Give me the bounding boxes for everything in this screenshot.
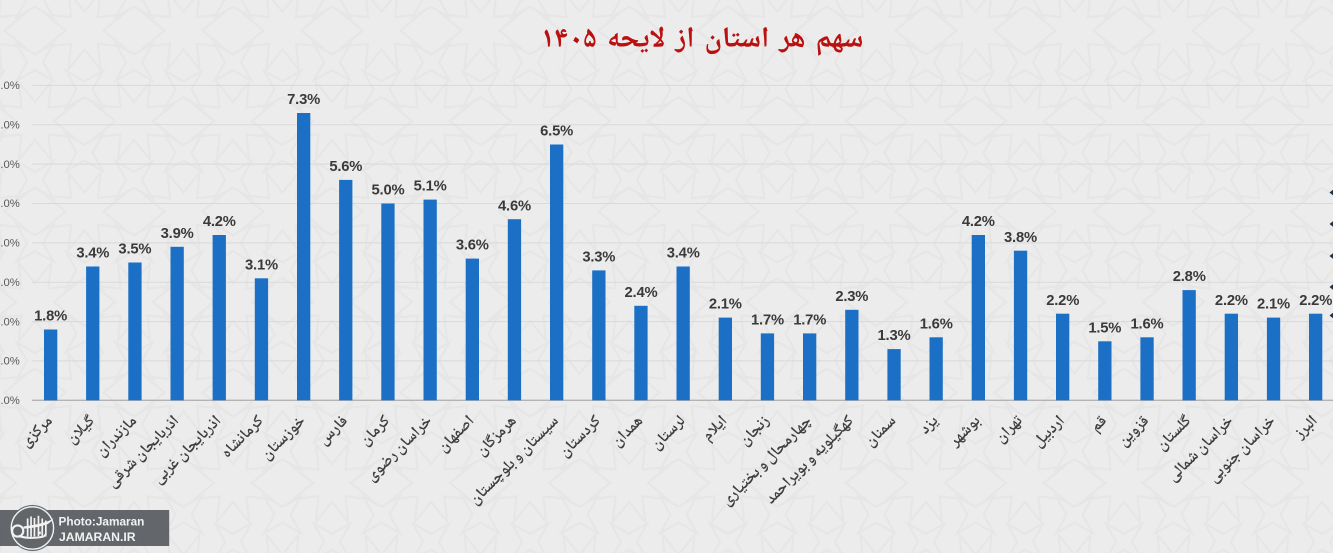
svg-text:2.8%: 2.8% (1173, 269, 1206, 285)
svg-text:1.6%: 1.6% (1131, 316, 1164, 332)
svg-text:0.0%: 0.0% (0, 395, 20, 407)
svg-text:3.6%: 3.6% (456, 238, 489, 254)
svg-text:3.8%: 3.8% (1004, 230, 1037, 246)
svg-text:1.6%: 1.6% (920, 316, 953, 332)
svg-text:3.1%: 3.1% (245, 257, 278, 273)
svg-text:4.2%: 4.2% (962, 214, 995, 230)
svg-text:1.7%: 1.7% (751, 313, 784, 329)
svg-text:4.6%: 4.6% (498, 198, 531, 214)
svg-text:2.2%: 2.2% (1299, 293, 1332, 309)
svg-text:1.7%: 1.7% (793, 313, 826, 329)
svg-text:7.0%: 7.0% (0, 120, 20, 132)
svg-text:6.0%: 6.0% (0, 159, 20, 171)
svg-text:1.0%: 1.0% (0, 356, 20, 368)
svg-text:3.3%: 3.3% (582, 250, 615, 266)
svg-text:2.4%: 2.4% (625, 285, 658, 301)
svg-text:3.4%: 3.4% (76, 246, 109, 262)
svg-text:2.3%: 2.3% (835, 289, 868, 305)
svg-text:2.2%: 2.2% (1046, 293, 1079, 309)
svg-text:3.9%: 3.9% (161, 226, 194, 242)
svg-text:5.1%: 5.1% (414, 179, 447, 195)
svg-text:2.0%: 2.0% (0, 316, 20, 328)
svg-text:Photo:Jamaran: Photo:Jamaran (59, 515, 145, 529)
svg-text:2.1%: 2.1% (1257, 297, 1290, 313)
svg-text:3.4%: 3.4% (667, 246, 700, 262)
svg-text:5.6%: 5.6% (329, 159, 362, 175)
svg-text:2.2%: 2.2% (1215, 293, 1248, 309)
svg-text:2.1%: 2.1% (709, 297, 742, 313)
svg-text:8.0%: 8.0% (0, 80, 20, 92)
svg-text:4.0%: 4.0% (0, 238, 20, 250)
svg-text:1.8%: 1.8% (34, 309, 67, 325)
svg-text:1.3%: 1.3% (878, 328, 911, 344)
svg-text:4.2%: 4.2% (203, 214, 236, 230)
svg-text:5.0%: 5.0% (0, 198, 20, 210)
svg-text:7.3%: 7.3% (287, 92, 320, 108)
svg-text:1.5%: 1.5% (1088, 320, 1121, 336)
svg-text:6.5%: 6.5% (540, 124, 573, 140)
svg-text:JAMARAN.IR: JAMARAN.IR (59, 530, 136, 544)
svg-text:3.0%: 3.0% (0, 277, 20, 289)
svg-text:5.0%: 5.0% (372, 183, 405, 199)
svg-text:3.5%: 3.5% (118, 242, 151, 258)
